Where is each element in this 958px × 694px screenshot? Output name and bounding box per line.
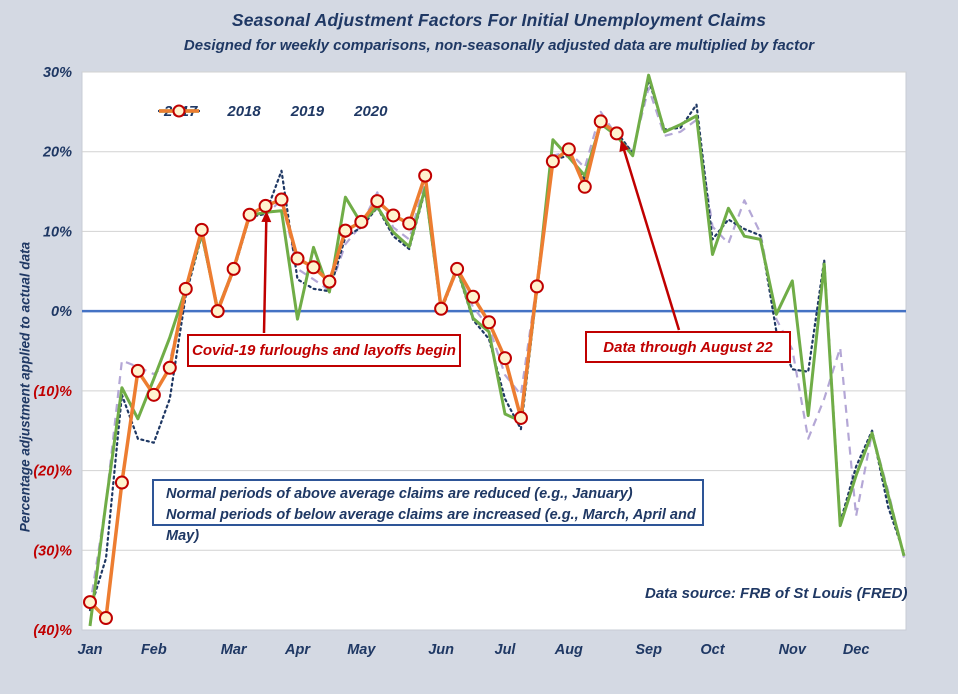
data-through-arrow-line [622,147,681,331]
legend: 2017201820192020 [158,103,412,120]
y-tick-label: (40)% [33,623,72,639]
x-tick-label-oct: Oct [700,642,725,658]
series-2020-marker [338,223,353,238]
chart-subtitle: Designed for weekly comparisons, non-sea… [183,37,815,54]
series-2020-marker [242,207,257,222]
series-2020-marker [513,410,528,425]
annotation-normal-periods-line2: Normal periods of below average claims a… [166,507,696,544]
legend-label-2020: 2020 [354,103,388,120]
covid-arrow-head [261,211,272,223]
series-2020-marker [466,289,481,304]
x-tick-label-apr: Apr [284,642,311,658]
series-2020-marker [130,363,145,378]
series-2020-marker [354,214,369,229]
legend-label-2019: 2019 [290,103,325,120]
annotation-data-through-box: Data through August 22 [585,331,791,363]
y-axis-title: Percentage adjustment applied to actual … [17,241,33,533]
series-2020-marker [529,279,544,294]
series-2020-marker [290,251,305,266]
series-2020-marker [497,351,512,366]
y-tick-label: (10)% [33,384,72,400]
series-2020-marker [194,222,209,237]
series-2020-marker [98,611,113,626]
x-tick-label-dec: Dec [843,642,870,658]
y-tick-label: 10% [43,224,72,240]
annotation-data-through-text: Data through August 22 [603,338,773,356]
series-2020-marker [434,301,449,316]
series-2020-marker [577,179,592,194]
series-2020-marker [274,192,289,207]
data-source-note: Data source: FRB of St Louis (FRED) [645,585,908,602]
series-2020-marker [609,126,624,141]
series-2020-marker [593,114,608,129]
series-2020-marker [561,142,576,157]
y-tick-label: (20)% [33,464,72,480]
annotation-covid-text: Covid-19 furloughs and layoffs begin [192,342,456,359]
series-2020-marker [258,198,273,213]
x-tick-label-jul: Jul [495,642,517,658]
x-tick-label-jan: Jan [78,642,103,658]
legend-item-2020: 2020 [159,103,388,120]
series-2020-marker [306,260,321,275]
legend-item-2018: 2018 [158,103,261,120]
series-2020-marker [545,154,560,169]
legend-label-2018: 2018 [227,103,261,120]
legend-sample-solid-marker-icon [159,104,199,118]
chart-title: Seasonal Adjustment Factors For Initial … [231,10,767,30]
series-2020-marker [418,168,433,183]
y-tick-label: 0% [51,304,72,320]
x-tick-label-may: May [347,642,376,658]
series-2020-marker [402,216,417,231]
series-2020-marker [450,261,465,276]
series-2020-marker [226,261,241,276]
x-tick-label-nov: Nov [779,642,807,658]
y-tick-label: 30% [43,65,72,81]
legend-item-2019: 2019 [159,103,325,120]
series-2020-marker [146,387,161,402]
y-tick-label: (30)% [33,543,72,559]
series-2020-marker [162,360,177,375]
x-tick-label-feb: Feb [141,642,167,658]
series-2020-marker [386,208,401,223]
x-tick-label-jun: Jun [428,642,454,658]
annotation-normal-periods-box: Normal periods of above average claims a… [152,479,704,544]
series-line-2020 [88,119,618,620]
x-tick-label-sep: Sep [635,642,662,658]
annotation-covid-box: Covid-19 furloughs and layoffs begin [187,334,461,367]
series-2020-marker [178,281,193,296]
series-2020-marker [114,475,129,490]
covid-arrow-line [262,218,268,334]
annotation-normal-periods-line1: Normal periods of above average claims a… [166,486,633,502]
series-2020-marker [482,315,497,330]
x-tick-label-mar: Mar [221,642,248,658]
series-2020-marker [83,595,97,610]
y-tick-label: 20% [42,145,72,161]
series-2020-marker [370,194,385,209]
series-2020-marker [210,304,225,319]
x-tick-label-aug: Aug [554,642,583,658]
data-through-arrow-head [619,140,629,152]
series-2020-marker [322,274,337,289]
